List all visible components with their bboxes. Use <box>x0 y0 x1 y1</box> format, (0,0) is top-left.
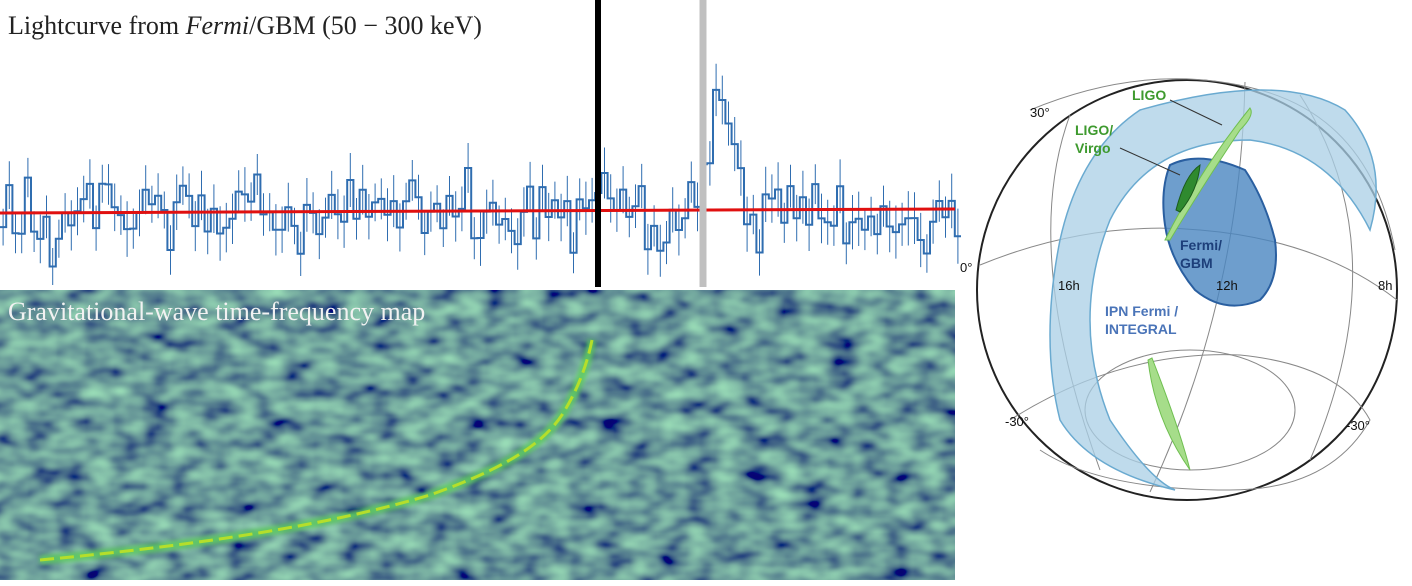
dec-label: -30° <box>1346 418 1370 433</box>
ra-label: 12h <box>1216 278 1238 293</box>
title-part: Lightcurve from <box>8 11 186 40</box>
spectrogram-panel: Gravitational-wave time-frequency map <box>0 290 955 580</box>
spectrogram-noise <box>0 290 955 580</box>
dec-label: -30° <box>1005 414 1029 429</box>
ligo-region <box>1164 107 1252 241</box>
spectrogram-title: Gravitational-wave time-frequency map <box>8 297 425 326</box>
region-label: GBM <box>1180 255 1213 271</box>
region-label: INTEGRAL <box>1105 321 1177 337</box>
title-part: /GBM (50 − 300 keV) <box>249 11 482 40</box>
ra-label: 16h <box>1058 278 1080 293</box>
region-label: Virgo <box>1075 140 1111 156</box>
lightcurve-title: Lightcurve from Fermi/GBM (50 − 300 keV) <box>8 11 482 40</box>
chirp-track <box>39 339 594 562</box>
region-label: LIGO <box>1132 87 1166 103</box>
leader <box>1169 99 1223 126</box>
lightcurve-panel: Lightcurve from Fermi/GBM (50 − 300 keV) <box>0 0 961 287</box>
ligo-region-south <box>1147 357 1191 471</box>
count-steps <box>0 88 961 268</box>
dec-label: 30° <box>1030 105 1050 120</box>
ligo-virgo-region <box>1175 164 1201 213</box>
ra-label: 8h <box>1378 278 1392 293</box>
leader <box>1119 147 1181 176</box>
ipn-band <box>1049 89 1377 491</box>
title-part: Fermi <box>185 11 250 40</box>
error-bars <box>2 63 959 285</box>
region-label: IPN Fermi / <box>1105 303 1178 319</box>
dec-label: 0° <box>960 260 972 275</box>
region-label: Fermi/ <box>1180 237 1222 253</box>
skymap: 30° 0° -30° -30° 16h 12h 8h LIGO LIGO/ V… <box>960 78 1398 501</box>
background-level <box>0 207 956 215</box>
region-label: LIGO/ <box>1075 122 1113 138</box>
lightcurve-trace <box>0 63 961 285</box>
